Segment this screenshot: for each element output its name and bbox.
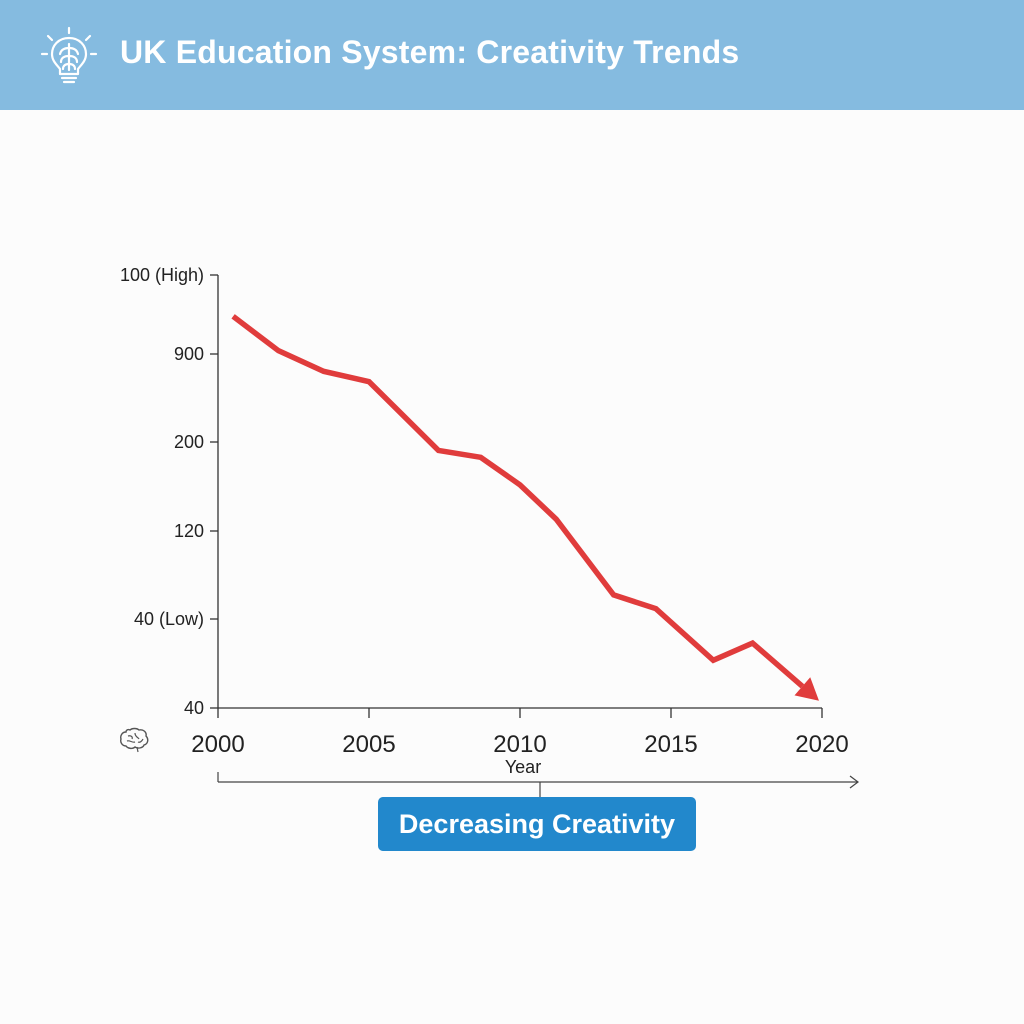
chart-axes bbox=[217, 275, 822, 709]
header-bar: UK Education System: Creativity Trends bbox=[0, 0, 1024, 110]
trend-arrowhead bbox=[794, 677, 819, 701]
x-tick-label: 2020 bbox=[795, 731, 848, 758]
x-tick-label: 2005 bbox=[342, 731, 395, 758]
x-tick-label: 2000 bbox=[191, 731, 244, 758]
y-tick-label: 900 bbox=[174, 344, 204, 364]
x-tick-label: 2010 bbox=[493, 731, 546, 758]
x-axis-ticks: 2000 2005 2010 2015 2020 bbox=[191, 708, 849, 758]
series-group bbox=[231, 314, 819, 701]
brain-icon bbox=[120, 727, 149, 753]
timeline-arrowhead bbox=[849, 775, 859, 789]
timeline-arrow bbox=[217, 772, 859, 797]
y-tick-label: 40 (Low) bbox=[134, 609, 204, 629]
lightbulb-brain-icon bbox=[40, 26, 98, 84]
y-axis-ticks: 100 (High) 900 200 120 40 (Low) 40 bbox=[120, 265, 218, 718]
x-axis-label: Year bbox=[505, 757, 541, 777]
series-line bbox=[231, 314, 805, 689]
y-tick-label: 200 bbox=[174, 432, 204, 452]
page-title: UK Education System: Creativity Trends bbox=[120, 34, 740, 70]
x-tick-label: 2015 bbox=[644, 731, 697, 758]
y-tick-label: 40 bbox=[184, 698, 204, 718]
y-tick-label: 100 (High) bbox=[120, 265, 204, 285]
y-tick-label: 120 bbox=[174, 521, 204, 541]
trend-badge: Decreasing Creativity bbox=[378, 797, 696, 851]
